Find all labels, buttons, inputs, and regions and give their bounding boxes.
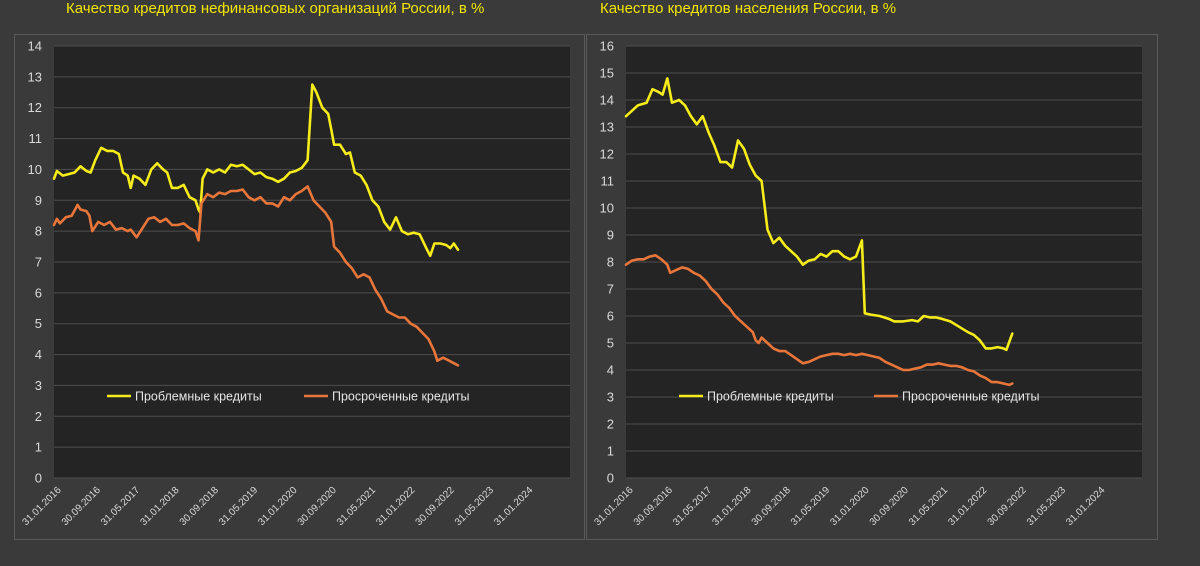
y-tick-label: 12 [28, 100, 42, 115]
y-tick-label: 3 [35, 378, 42, 393]
x-tick-label: 31.01.2022 [374, 485, 417, 528]
y-tick-label: 7 [35, 255, 42, 270]
y-tick-label: 5 [35, 316, 42, 331]
y-tick-label: 8 [35, 224, 42, 239]
y-tick-label: 10 [600, 201, 614, 216]
x-tick-label: 31.05.2017 [99, 485, 142, 528]
y-tick-label: 11 [29, 131, 43, 146]
y-tick-label: 16 [600, 39, 614, 54]
series-line-overdue [624, 254, 1014, 387]
y-tick-label: 13 [600, 120, 614, 135]
x-tick-label: 31.05.2019 [217, 485, 260, 528]
x-tick-label: 30.09.2016 [632, 485, 675, 528]
x-tick-label: 31.01.2024 [492, 485, 535, 528]
legend-label: Проблемные кредиты [135, 390, 262, 404]
x-tick-label: 31.05.2019 [789, 485, 832, 528]
series-line-problem [52, 83, 460, 258]
y-tick-label: 1 [35, 440, 42, 455]
chart-panel-corporate: 0 1 2 3 4 5 6 7 8 9 10 11 12 13 14 31.01.2016 30.09.2016… [14, 34, 585, 540]
x-tick-label: 31.01.2018 [710, 485, 753, 528]
y-tick-label: 6 [607, 309, 614, 324]
y-tick-label: 1 [607, 444, 614, 459]
y-tick-label: 2 [607, 417, 614, 432]
y-tick-label: 11 [601, 174, 615, 189]
y-tick-label: 10 [28, 162, 42, 177]
y-tick-label: 5 [607, 336, 614, 351]
y-tick-label: 0 [35, 471, 42, 486]
x-tick-label: 31.01.2022 [946, 485, 989, 528]
y-tick-label: 4 [607, 363, 614, 378]
chart-corporate-svg: 0123456789101112131431.01.201630.09.2016… [20, 39, 570, 528]
x-tick-label: 30.09.2016 [60, 485, 103, 528]
y-tick-label: 9 [35, 193, 42, 208]
y-tick-label: 13 [28, 69, 42, 84]
x-tick-label: 30.09.2022 [414, 485, 457, 528]
chart-title-household: Качество кредитов населения России, в % [600, 0, 897, 17]
y-tick-label: 8 [607, 255, 614, 270]
chart-title-corporate: Качество кредитов нефинансовых организац… [66, 0, 485, 17]
x-tick-label: 31.01.2024 [1064, 485, 1107, 528]
x-tick-label: 31.01.2016 [20, 485, 63, 528]
x-tick-label: 31.05.2017 [671, 485, 714, 528]
y-tick-label: 7 [607, 282, 614, 297]
y-tick-label: 14 [600, 93, 614, 108]
x-tick-label: 31.01.2020 [256, 485, 299, 528]
series-line-overdue [52, 185, 460, 367]
x-tick-label: 30.09.2018 [178, 485, 221, 528]
x-tick-label: 31.05.2021 [335, 485, 378, 528]
chart-panel-household: 0 1 2 3 4 5 6 7 8 9 10 11 12 13 14 15 16 31.01.2016 30.09.… [586, 34, 1158, 540]
x-tick-label: 31.01.2020 [828, 485, 871, 528]
x-tick-label: 31.05.2021 [907, 485, 950, 528]
y-tick-label: 6 [35, 285, 42, 300]
x-tick-label: 30.09.2020 [296, 485, 339, 528]
y-tick-label: 2 [35, 409, 42, 424]
x-tick-label: 31.05.2023 [1025, 485, 1068, 528]
y-tick-label: 4 [35, 347, 42, 362]
y-tick-label: 9 [607, 228, 614, 243]
x-tick-label: 31.01.2016 [592, 485, 635, 528]
legend-label: Просроченные кредиты [902, 390, 1040, 404]
x-tick-label: 31.05.2023 [453, 485, 496, 528]
x-tick-label: 31.01.2018 [138, 485, 181, 528]
y-tick-label: 14 [28, 39, 42, 54]
x-tick-label: 30.09.2022 [986, 485, 1029, 528]
chart-household-svg: 01234567891011121314151631.01.201630.09.… [592, 39, 1142, 528]
y-tick-label: 12 [600, 147, 614, 162]
legend-label: Просроченные кредиты [332, 390, 470, 404]
y-tick-label: 15 [600, 66, 614, 81]
legend-label: Проблемные кредиты [707, 390, 834, 404]
y-tick-label: 0 [607, 471, 614, 486]
x-tick-label: 30.09.2018 [750, 485, 793, 528]
series-line-problem [624, 77, 1014, 352]
y-tick-label: 3 [607, 390, 614, 405]
x-tick-label: 30.09.2020 [868, 485, 911, 528]
